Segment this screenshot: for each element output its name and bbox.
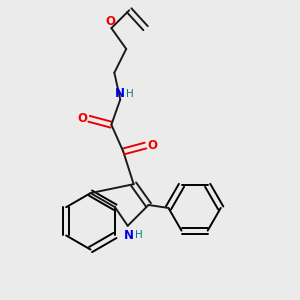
Text: H: H (135, 230, 143, 240)
Text: O: O (147, 139, 157, 152)
Text: N: N (115, 87, 125, 100)
Text: O: O (106, 15, 116, 28)
Text: O: O (77, 112, 88, 125)
Text: H: H (126, 88, 134, 98)
Text: N: N (124, 229, 134, 242)
